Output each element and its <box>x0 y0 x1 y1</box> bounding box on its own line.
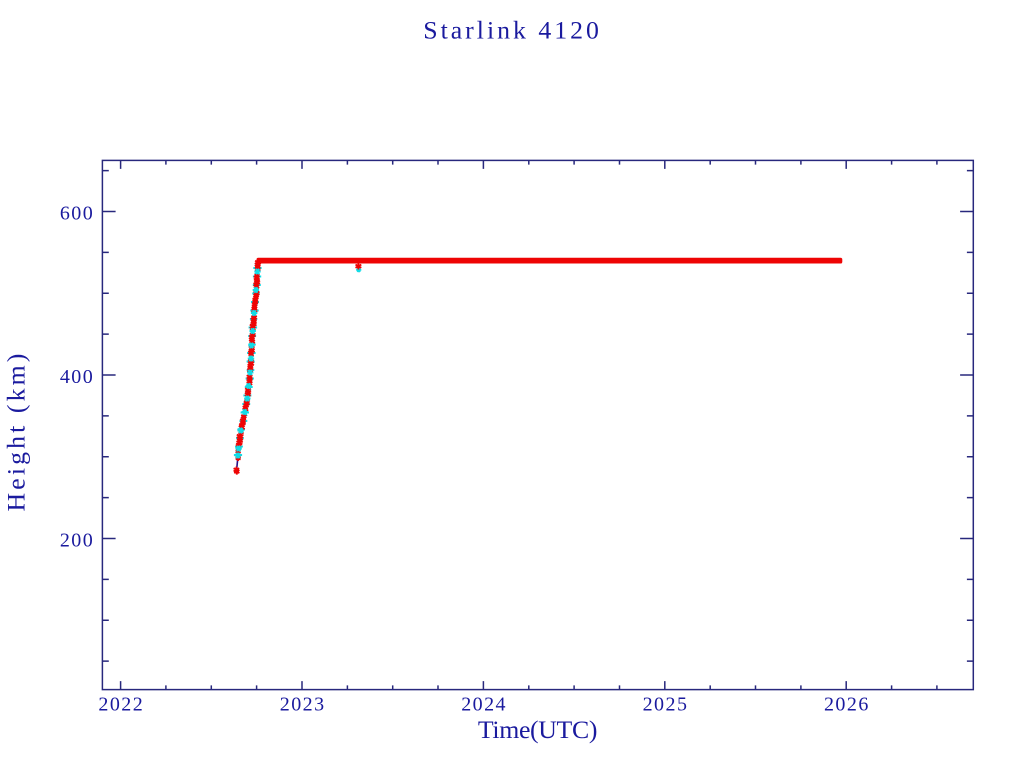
svg-text:2024: 2024 <box>461 694 507 716</box>
svg-text:2025: 2025 <box>643 694 689 716</box>
svg-text:200: 200 <box>60 530 94 552</box>
svg-text:400: 400 <box>60 366 94 388</box>
svg-text:2022: 2022 <box>98 694 144 716</box>
svg-text:600: 600 <box>60 203 94 225</box>
svg-text:Starlink 4120: Starlink 4120 <box>423 15 602 44</box>
svg-text:Height (km): Height (km) <box>1 351 30 512</box>
svg-text:Time(UTC): Time(UTC) <box>478 715 597 744</box>
svg-text:2023: 2023 <box>280 694 326 716</box>
svg-text:2026: 2026 <box>824 694 870 716</box>
